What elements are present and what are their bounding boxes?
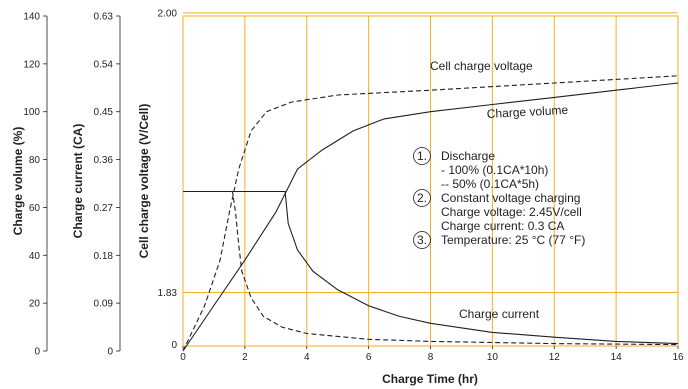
charge-volume-axis: 0 20 40 60 80 100 120 140 <box>23 12 48 358</box>
charge-current-tick-label: 0.45 <box>94 107 114 118</box>
charge-volume-axis-title: Charge volume (%) <box>11 127 25 236</box>
x-tick-label: 10 <box>487 352 499 363</box>
charge-current-tick-label: 0.63 <box>94 12 114 23</box>
note-line: Charge voltage: 2.45V/cell <box>441 205 582 219</box>
note-line: -- 50% (0.1CA*5h) <box>441 177 539 191</box>
x-tick-label: 12 <box>549 352 561 363</box>
charge-current-label: Charge current <box>459 307 540 321</box>
x-tick-label: 0 <box>180 352 186 363</box>
note-line: Constant voltage charging <box>441 191 580 205</box>
x-axis: 0 2 4 6 8 10 12 14 16 <box>180 346 684 363</box>
note-line: Charge current: 0.3 CA <box>441 219 564 233</box>
cell-charge-voltage-label: Cell charge voltage <box>430 59 533 73</box>
series-line <box>183 190 679 345</box>
note-line: - 100% (0.1CA*10h) <box>441 163 548 177</box>
charge-current-axis-title: Charge current (CA) <box>71 124 85 239</box>
note-number: 3. <box>417 233 427 247</box>
x-tick-label: 14 <box>611 352 623 363</box>
charge-current-tick-label: 0.36 <box>94 155 114 166</box>
charge-current-tick-label: 0 <box>107 347 113 358</box>
charge-volume-tick-label: 80 <box>29 155 41 166</box>
note-number: 1. <box>417 149 427 163</box>
charge-volume-label: Charge volume <box>486 103 568 121</box>
charge-current-tick-label: 0.27 <box>94 203 114 214</box>
series-line <box>182 82 679 352</box>
x-axis-title: Charge Time (hr) <box>382 372 478 386</box>
cell-voltage-tick-label: 1.83 <box>158 288 178 299</box>
cell-voltage-tick-label: 0 <box>171 340 177 351</box>
x-tick-label: 8 <box>428 352 434 363</box>
plot-area <box>182 12 679 352</box>
charge-volume-tick-label: 20 <box>29 299 41 310</box>
charge-current-tick-label: 0.09 <box>94 299 114 310</box>
charge-volume-tick-label: 40 <box>29 251 41 262</box>
x-tick-label: 2 <box>242 352 248 363</box>
note-line: Temperature: 25 °C (77 °F) <box>441 233 585 247</box>
note-number-circle <box>413 231 431 249</box>
charge-current-tick-label: 0.54 <box>94 59 114 70</box>
charge-current-tick-label: 0.18 <box>94 251 114 262</box>
charge-volume-tick-label: 100 <box>23 107 40 118</box>
series-line <box>183 190 679 346</box>
charge-volume-tick-label: 0 <box>34 347 40 358</box>
charge-volume-tick-label: 60 <box>29 203 41 214</box>
note-number-circle <box>413 147 431 165</box>
charge-current-axis: 0 0.09 0.18 0.27 0.36 0.45 0.54 0.63 <box>94 12 121 358</box>
series-layer <box>182 75 679 352</box>
note-number-circle <box>413 189 431 207</box>
series-line <box>182 75 679 352</box>
note-line: Discharge <box>441 149 495 163</box>
cell-voltage-tick-label: 2.00 <box>158 8 178 19</box>
charge-volume-tick-label: 140 <box>23 12 40 23</box>
x-tick-label: 6 <box>366 352 372 363</box>
x-tick-label: 16 <box>672 352 684 363</box>
cell-voltage-axis-title: Cell charge voltage (V/Cell) <box>137 104 151 259</box>
x-tick-label: 4 <box>304 352 310 363</box>
notes-box: 1. Discharge - 100% (0.1CA*10h)-- 50% (0.… <box>413 147 585 249</box>
charge-volume-tick-label: 120 <box>23 59 40 70</box>
cell-voltage-axis: 01.832.002.172.342.512.68 <box>158 8 178 351</box>
note-number: 2. <box>417 191 427 205</box>
